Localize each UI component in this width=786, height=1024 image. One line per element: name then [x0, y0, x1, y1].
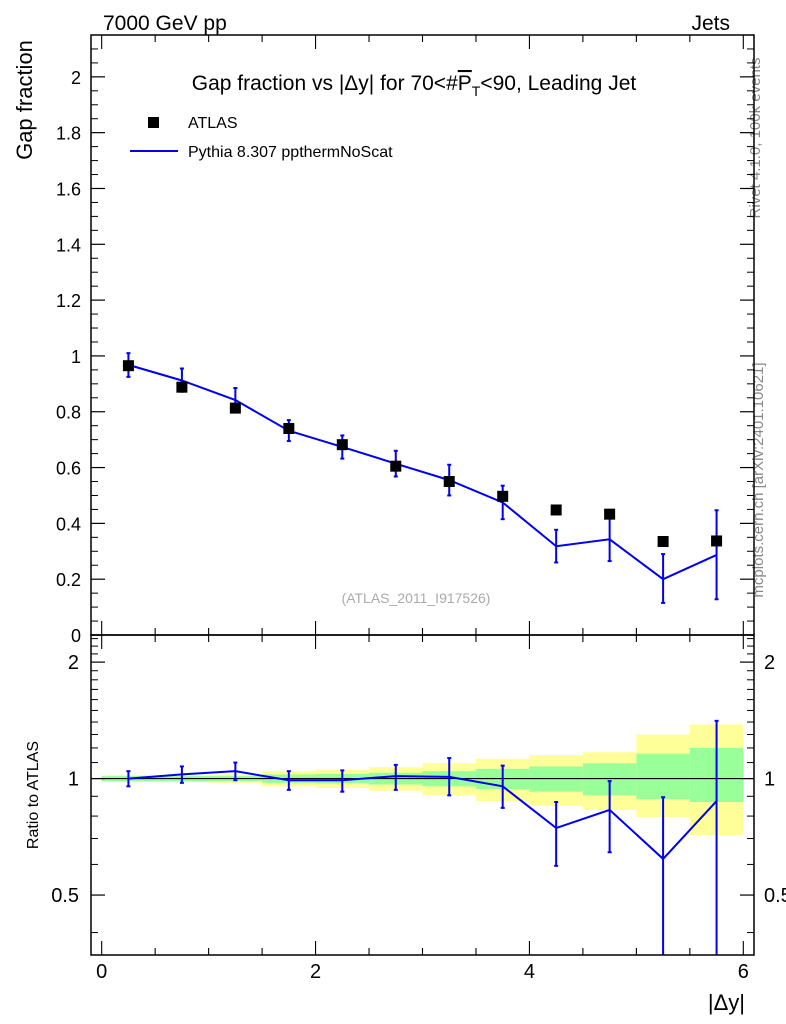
atlas-data-point — [550, 504, 562, 516]
header-left: 7000 GeV pp — [103, 12, 227, 35]
atlas-data-point — [283, 422, 295, 434]
ratio-xtick-label: 4 — [524, 961, 535, 983]
main-title: Gap fraction vs |Δy| for 70<#PT<90, Lead… — [192, 72, 637, 99]
ratio-ytick-label-left: 2 — [68, 652, 79, 674]
main-ytick-label: 0.4 — [56, 514, 81, 534]
main-ytick-label: 2 — [71, 68, 81, 88]
main-axis-ticks: 0 0.2 0.4 0.6 0.8 1 1.2 1.4 1.6 1.8 2 — [56, 35, 754, 646]
main-ytick-label: 1 — [71, 347, 81, 367]
atlas-data-point — [711, 535, 723, 547]
main-mc-line — [128, 363, 717, 581]
ratio-xtick-label: 0 — [96, 961, 107, 983]
ratio-uncertainty-bands — [101, 724, 744, 835]
main-ytick-label: 0.8 — [56, 403, 81, 423]
ratio-xlabel: |Δy| — [708, 990, 745, 1015]
legend-mc-label: Pythia 8.307 ppthermNoScat — [188, 144, 393, 161]
main-ytick-label: 1.8 — [56, 124, 81, 144]
ratio-band-inner — [636, 753, 690, 800]
ratio-ytick-label-left: 0.5 — [51, 885, 79, 907]
main-ytick-label: 0 — [71, 626, 81, 646]
title-part-p: P — [458, 72, 472, 95]
atlas-data-point — [657, 536, 669, 548]
main-mc-series — [126, 352, 719, 604]
atlas-data-point — [604, 508, 616, 520]
rivet-label: Rivet 4.1.0, 100k events — [747, 58, 764, 219]
ratio-axis-ticks: 0.5 0.5 1 1 2 2 0 2 4 6 — [51, 635, 786, 983]
title-part-2: <90, Leading Jet — [480, 72, 636, 95]
header-right: Jets — [691, 12, 730, 35]
atlas-data-point — [229, 402, 241, 414]
legend-atlas-label: ATLAS — [188, 115, 238, 132]
ratio-ytick-label-right: 1 — [764, 769, 775, 791]
main-ytick-label: 0.2 — [56, 570, 81, 590]
atlas-data-point — [443, 476, 455, 488]
title-part-t: T — [472, 83, 481, 99]
ratio-ytick-label-right: 2 — [764, 652, 775, 674]
legend-atlas-marker — [148, 117, 159, 128]
ratio-mc-line — [128, 770, 718, 861]
main-ytick-label: 1.4 — [56, 235, 81, 255]
ratio-ytick-label-left: 1 — [68, 769, 79, 791]
atlas-data-point — [390, 460, 402, 472]
ratio-ylabel: Ratio to ATLAS — [25, 741, 42, 849]
main-ytick-label: 1.2 — [56, 291, 81, 311]
main-ytick-label: 1.6 — [56, 179, 81, 199]
main-data-series — [122, 360, 723, 548]
ratio-xtick-label: 2 — [310, 961, 321, 983]
atlas-data-point — [336, 439, 348, 451]
ratio-mc-series — [126, 719, 719, 955]
main-ylabel: Gap fraction — [12, 40, 37, 160]
atlas-data-point — [122, 360, 134, 372]
main-ytick-label: 0.6 — [56, 459, 81, 479]
atlas-data-point — [176, 381, 188, 393]
ratio-xtick-label: 6 — [738, 961, 749, 983]
title-part-1: Gap fraction vs |Δy| for 70<# — [192, 72, 458, 95]
atlas-data-point — [497, 490, 509, 502]
ratio-ytick-label-right: 0.5 — [764, 885, 786, 907]
analysis-watermark: (ATLAS_2011_I917526) — [342, 590, 491, 606]
